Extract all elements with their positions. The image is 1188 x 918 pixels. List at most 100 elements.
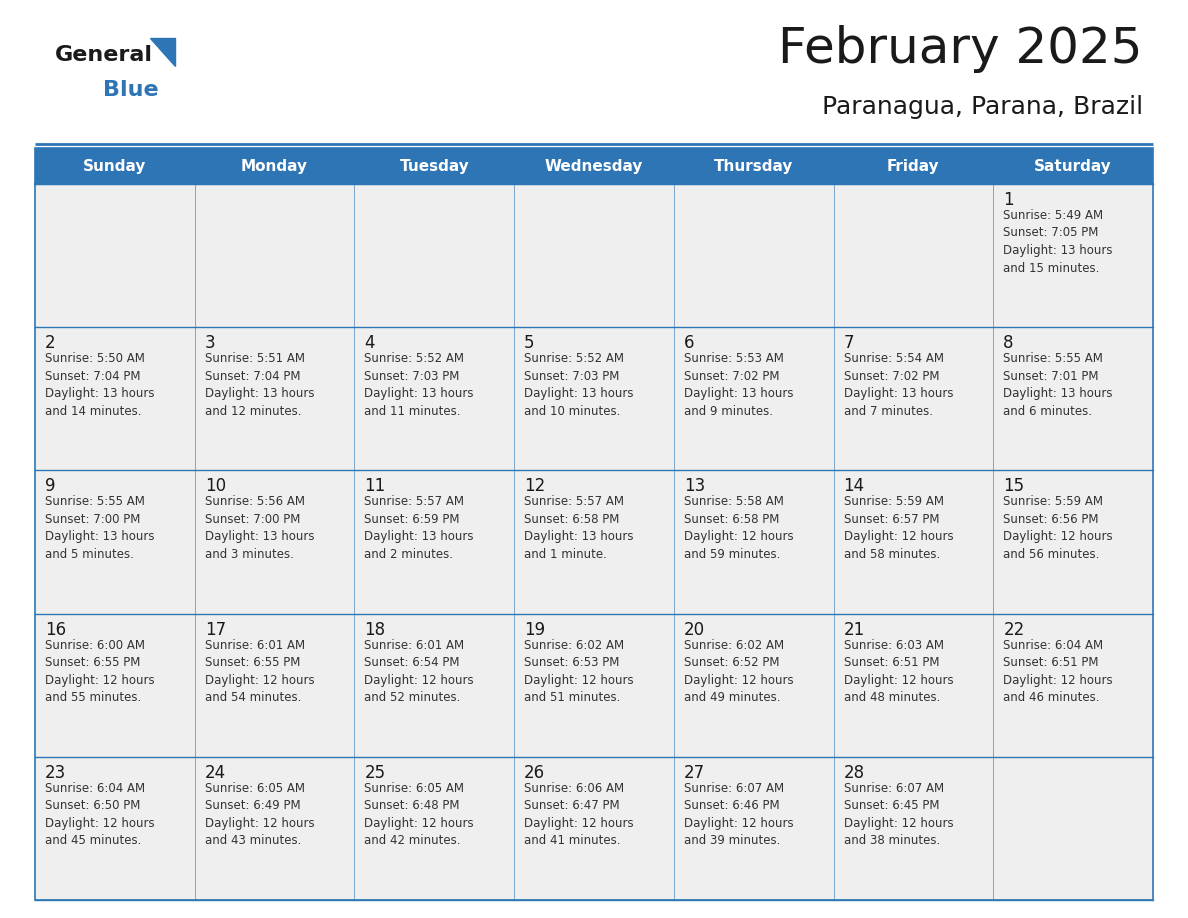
Text: Tuesday: Tuesday [399, 159, 469, 174]
Text: 23: 23 [45, 764, 67, 782]
FancyBboxPatch shape [354, 756, 514, 900]
FancyBboxPatch shape [674, 470, 834, 613]
FancyBboxPatch shape [195, 613, 354, 756]
FancyBboxPatch shape [195, 470, 354, 613]
Text: General: General [55, 45, 153, 65]
FancyBboxPatch shape [195, 756, 354, 900]
FancyBboxPatch shape [514, 756, 674, 900]
FancyBboxPatch shape [514, 470, 674, 613]
Text: Sunrise: 5:55 AM
Sunset: 7:00 PM
Daylight: 13 hours
and 5 minutes.: Sunrise: 5:55 AM Sunset: 7:00 PM Dayligh… [45, 496, 154, 561]
Text: 1: 1 [1004, 191, 1013, 209]
FancyBboxPatch shape [834, 613, 993, 756]
FancyBboxPatch shape [674, 756, 834, 900]
Text: 6: 6 [684, 334, 694, 353]
Text: Monday: Monday [241, 159, 308, 174]
Text: Sunrise: 6:07 AM
Sunset: 6:46 PM
Daylight: 12 hours
and 39 minutes.: Sunrise: 6:07 AM Sunset: 6:46 PM Dayligh… [684, 782, 794, 847]
FancyBboxPatch shape [354, 184, 514, 327]
Text: Sunrise: 6:03 AM
Sunset: 6:51 PM
Daylight: 12 hours
and 48 minutes.: Sunrise: 6:03 AM Sunset: 6:51 PM Dayligh… [843, 639, 953, 704]
FancyBboxPatch shape [993, 327, 1154, 470]
Text: Thursday: Thursday [714, 159, 794, 174]
Text: Sunrise: 6:01 AM
Sunset: 6:55 PM
Daylight: 12 hours
and 54 minutes.: Sunrise: 6:01 AM Sunset: 6:55 PM Dayligh… [204, 639, 315, 704]
FancyBboxPatch shape [34, 756, 195, 900]
FancyBboxPatch shape [993, 756, 1154, 900]
FancyBboxPatch shape [514, 184, 674, 327]
FancyBboxPatch shape [34, 148, 1154, 184]
Text: 26: 26 [524, 764, 545, 782]
Text: 9: 9 [45, 477, 56, 496]
FancyBboxPatch shape [674, 327, 834, 470]
Text: 8: 8 [1004, 334, 1013, 353]
Text: Sunrise: 5:57 AM
Sunset: 6:59 PM
Daylight: 13 hours
and 2 minutes.: Sunrise: 5:57 AM Sunset: 6:59 PM Dayligh… [365, 496, 474, 561]
Text: 21: 21 [843, 621, 865, 639]
Text: Friday: Friday [887, 159, 940, 174]
FancyBboxPatch shape [354, 613, 514, 756]
Text: Sunrise: 5:59 AM
Sunset: 6:56 PM
Daylight: 12 hours
and 56 minutes.: Sunrise: 5:59 AM Sunset: 6:56 PM Dayligh… [1004, 496, 1113, 561]
FancyBboxPatch shape [993, 184, 1154, 327]
Text: 4: 4 [365, 334, 375, 353]
FancyBboxPatch shape [674, 184, 834, 327]
Text: Sunrise: 6:05 AM
Sunset: 6:49 PM
Daylight: 12 hours
and 43 minutes.: Sunrise: 6:05 AM Sunset: 6:49 PM Dayligh… [204, 782, 315, 847]
Text: 25: 25 [365, 764, 386, 782]
Text: 7: 7 [843, 334, 854, 353]
Text: Sunrise: 5:56 AM
Sunset: 7:00 PM
Daylight: 13 hours
and 3 minutes.: Sunrise: 5:56 AM Sunset: 7:00 PM Dayligh… [204, 496, 314, 561]
Text: 22: 22 [1004, 621, 1024, 639]
Text: Sunrise: 5:55 AM
Sunset: 7:01 PM
Daylight: 13 hours
and 6 minutes.: Sunrise: 5:55 AM Sunset: 7:01 PM Dayligh… [1004, 353, 1113, 418]
Text: Sunrise: 5:59 AM
Sunset: 6:57 PM
Daylight: 12 hours
and 58 minutes.: Sunrise: 5:59 AM Sunset: 6:57 PM Dayligh… [843, 496, 953, 561]
Text: Sunrise: 6:07 AM
Sunset: 6:45 PM
Daylight: 12 hours
and 38 minutes.: Sunrise: 6:07 AM Sunset: 6:45 PM Dayligh… [843, 782, 953, 847]
Text: 17: 17 [204, 621, 226, 639]
Text: Wednesday: Wednesday [545, 159, 643, 174]
Text: Sunrise: 5:49 AM
Sunset: 7:05 PM
Daylight: 13 hours
and 15 minutes.: Sunrise: 5:49 AM Sunset: 7:05 PM Dayligh… [1004, 209, 1113, 274]
Text: Sunrise: 5:53 AM
Sunset: 7:02 PM
Daylight: 13 hours
and 9 minutes.: Sunrise: 5:53 AM Sunset: 7:02 PM Dayligh… [684, 353, 794, 418]
Text: 14: 14 [843, 477, 865, 496]
FancyBboxPatch shape [34, 470, 195, 613]
Text: Sunrise: 5:54 AM
Sunset: 7:02 PM
Daylight: 13 hours
and 7 minutes.: Sunrise: 5:54 AM Sunset: 7:02 PM Dayligh… [843, 353, 953, 418]
Text: Sunrise: 6:00 AM
Sunset: 6:55 PM
Daylight: 12 hours
and 55 minutes.: Sunrise: 6:00 AM Sunset: 6:55 PM Dayligh… [45, 639, 154, 704]
Text: Saturday: Saturday [1035, 159, 1112, 174]
FancyBboxPatch shape [993, 613, 1154, 756]
Text: 20: 20 [684, 621, 704, 639]
Polygon shape [150, 38, 175, 66]
FancyBboxPatch shape [34, 327, 195, 470]
FancyBboxPatch shape [834, 470, 993, 613]
FancyBboxPatch shape [34, 613, 195, 756]
Text: Sunrise: 5:51 AM
Sunset: 7:04 PM
Daylight: 13 hours
and 12 minutes.: Sunrise: 5:51 AM Sunset: 7:04 PM Dayligh… [204, 353, 314, 418]
Text: 28: 28 [843, 764, 865, 782]
Text: Sunrise: 6:02 AM
Sunset: 6:52 PM
Daylight: 12 hours
and 49 minutes.: Sunrise: 6:02 AM Sunset: 6:52 PM Dayligh… [684, 639, 794, 704]
Text: 2: 2 [45, 334, 56, 353]
Text: Sunday: Sunday [83, 159, 146, 174]
FancyBboxPatch shape [834, 184, 993, 327]
FancyBboxPatch shape [354, 327, 514, 470]
FancyBboxPatch shape [514, 327, 674, 470]
FancyBboxPatch shape [674, 613, 834, 756]
Text: February 2025: February 2025 [778, 25, 1143, 73]
Text: 19: 19 [524, 621, 545, 639]
Text: 27: 27 [684, 764, 704, 782]
FancyBboxPatch shape [34, 184, 195, 327]
Text: Sunrise: 5:50 AM
Sunset: 7:04 PM
Daylight: 13 hours
and 14 minutes.: Sunrise: 5:50 AM Sunset: 7:04 PM Dayligh… [45, 353, 154, 418]
FancyBboxPatch shape [993, 470, 1154, 613]
Text: Sunrise: 6:04 AM
Sunset: 6:51 PM
Daylight: 12 hours
and 46 minutes.: Sunrise: 6:04 AM Sunset: 6:51 PM Dayligh… [1004, 639, 1113, 704]
FancyBboxPatch shape [195, 327, 354, 470]
Text: 15: 15 [1004, 477, 1024, 496]
Text: 3: 3 [204, 334, 215, 353]
Text: Sunrise: 5:52 AM
Sunset: 7:03 PM
Daylight: 13 hours
and 10 minutes.: Sunrise: 5:52 AM Sunset: 7:03 PM Dayligh… [524, 353, 633, 418]
Text: Sunrise: 6:01 AM
Sunset: 6:54 PM
Daylight: 12 hours
and 52 minutes.: Sunrise: 6:01 AM Sunset: 6:54 PM Dayligh… [365, 639, 474, 704]
Text: 24: 24 [204, 764, 226, 782]
Text: Sunrise: 6:04 AM
Sunset: 6:50 PM
Daylight: 12 hours
and 45 minutes.: Sunrise: 6:04 AM Sunset: 6:50 PM Dayligh… [45, 782, 154, 847]
Text: Sunrise: 5:57 AM
Sunset: 6:58 PM
Daylight: 13 hours
and 1 minute.: Sunrise: 5:57 AM Sunset: 6:58 PM Dayligh… [524, 496, 633, 561]
Text: Sunrise: 6:02 AM
Sunset: 6:53 PM
Daylight: 12 hours
and 51 minutes.: Sunrise: 6:02 AM Sunset: 6:53 PM Dayligh… [524, 639, 633, 704]
Text: Paranagua, Parana, Brazil: Paranagua, Parana, Brazil [822, 95, 1143, 119]
FancyBboxPatch shape [834, 327, 993, 470]
Text: 11: 11 [365, 477, 386, 496]
Text: Blue: Blue [103, 80, 159, 100]
Text: Sunrise: 5:58 AM
Sunset: 6:58 PM
Daylight: 12 hours
and 59 minutes.: Sunrise: 5:58 AM Sunset: 6:58 PM Dayligh… [684, 496, 794, 561]
FancyBboxPatch shape [514, 613, 674, 756]
Text: 10: 10 [204, 477, 226, 496]
FancyBboxPatch shape [834, 756, 993, 900]
Text: Sunrise: 5:52 AM
Sunset: 7:03 PM
Daylight: 13 hours
and 11 minutes.: Sunrise: 5:52 AM Sunset: 7:03 PM Dayligh… [365, 353, 474, 418]
Text: Sunrise: 6:06 AM
Sunset: 6:47 PM
Daylight: 12 hours
and 41 minutes.: Sunrise: 6:06 AM Sunset: 6:47 PM Dayligh… [524, 782, 633, 847]
FancyBboxPatch shape [354, 470, 514, 613]
Text: 16: 16 [45, 621, 67, 639]
Text: Sunrise: 6:05 AM
Sunset: 6:48 PM
Daylight: 12 hours
and 42 minutes.: Sunrise: 6:05 AM Sunset: 6:48 PM Dayligh… [365, 782, 474, 847]
Text: 13: 13 [684, 477, 706, 496]
